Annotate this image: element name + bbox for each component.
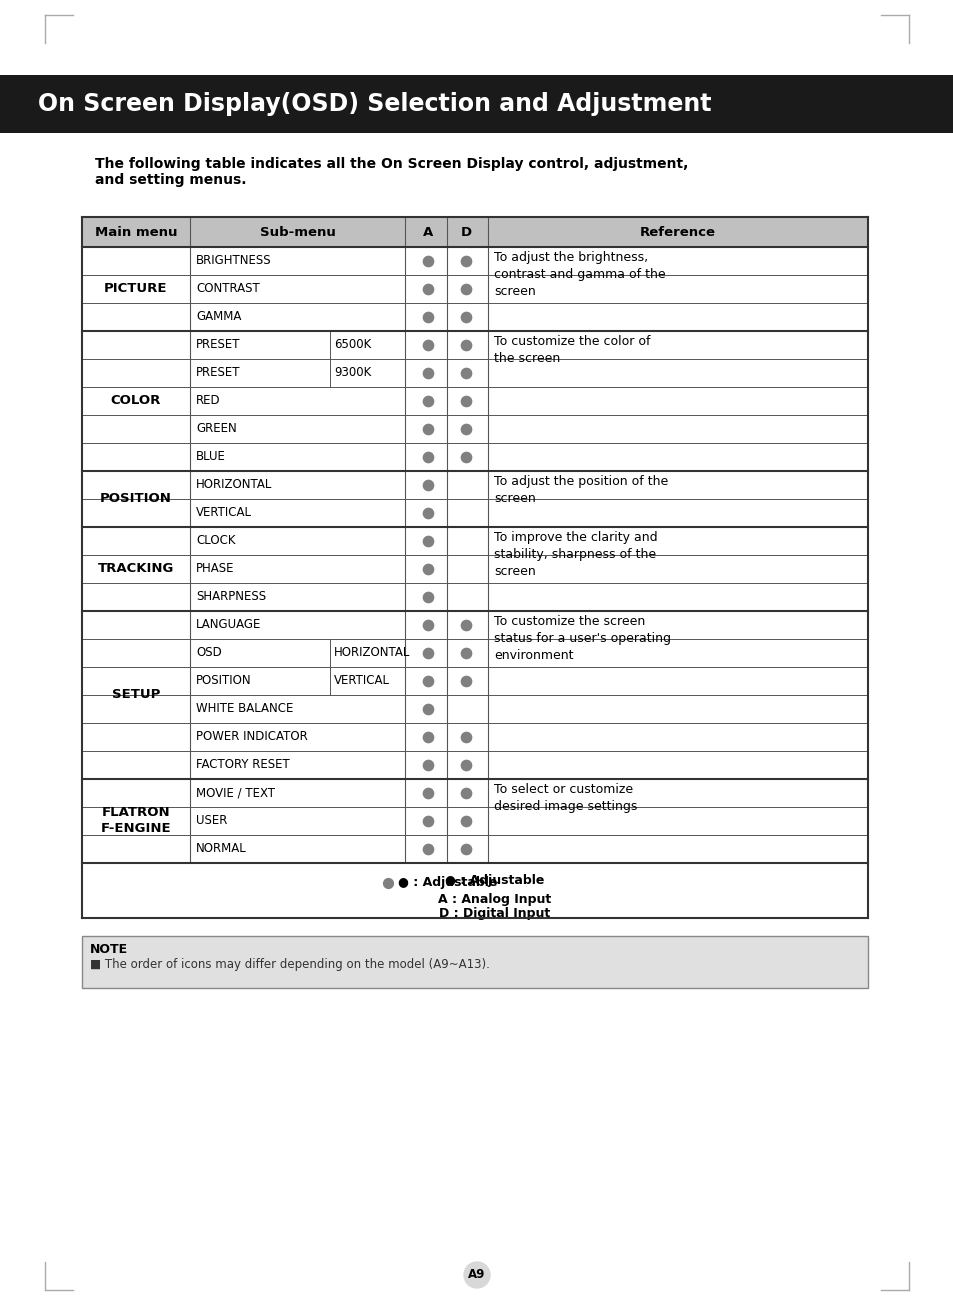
Text: FLATRON
F-ENGINE: FLATRON F-ENGINE xyxy=(101,806,172,835)
Point xyxy=(420,278,436,299)
Text: Sub-menu: Sub-menu xyxy=(259,226,335,239)
Text: CLOCK: CLOCK xyxy=(195,535,235,548)
Point xyxy=(457,446,473,467)
Text: HORIZONTAL: HORIZONTAL xyxy=(334,646,410,659)
Point xyxy=(420,615,436,636)
Text: TRACKING: TRACKING xyxy=(98,562,174,576)
Circle shape xyxy=(463,1262,490,1288)
Text: GAMMA: GAMMA xyxy=(195,311,241,324)
Text: NOTE: NOTE xyxy=(90,944,128,957)
Point xyxy=(457,615,473,636)
Text: LANGUAGE: LANGUAGE xyxy=(195,619,261,632)
Point xyxy=(457,810,473,831)
Bar xyxy=(0,74,953,133)
Text: Main menu: Main menu xyxy=(94,226,177,239)
Text: A : Analog Input: A : Analog Input xyxy=(438,894,551,907)
Text: POWER INDICATOR: POWER INDICATOR xyxy=(195,731,308,744)
Text: GREEN: GREEN xyxy=(195,423,236,436)
Point xyxy=(420,727,436,748)
Text: CONTRAST: CONTRAST xyxy=(195,282,259,295)
Point xyxy=(420,642,436,663)
Text: MOVIE / TEXT: MOVIE / TEXT xyxy=(195,787,274,800)
Text: To customize the screen
status for a user's operating
environment: To customize the screen status for a use… xyxy=(494,615,670,662)
Point xyxy=(457,783,473,804)
Text: BLUE: BLUE xyxy=(195,450,226,463)
Point xyxy=(420,671,436,692)
Text: Reference: Reference xyxy=(639,226,716,239)
Point xyxy=(420,531,436,552)
Point xyxy=(420,839,436,860)
Text: and setting menus.: and setting menus. xyxy=(95,174,246,187)
Bar xyxy=(82,936,867,988)
Point xyxy=(457,671,473,692)
Point xyxy=(457,419,473,440)
Text: BRIGHTNESS: BRIGHTNESS xyxy=(195,254,272,268)
Point xyxy=(457,839,473,860)
Text: PRESET: PRESET xyxy=(195,367,240,380)
Point xyxy=(457,334,473,355)
Point xyxy=(420,559,436,579)
Point xyxy=(420,363,436,384)
Text: To adjust the brightness,
contrast and gamma of the
screen: To adjust the brightness, contrast and g… xyxy=(494,251,665,298)
Text: A: A xyxy=(422,226,433,239)
Text: POSITION: POSITION xyxy=(195,675,252,688)
Point xyxy=(420,334,436,355)
Text: COLOR: COLOR xyxy=(111,394,161,407)
Point xyxy=(420,419,436,440)
Point xyxy=(380,872,395,893)
Text: The following table indicates all the On Screen Display control, adjustment,: The following table indicates all the On… xyxy=(95,157,688,171)
Point xyxy=(457,251,473,271)
Text: D: D xyxy=(460,226,471,239)
Text: To select or customize
desired image settings: To select or customize desired image set… xyxy=(494,783,637,813)
Point xyxy=(420,810,436,831)
Text: D : Digital Input: D : Digital Input xyxy=(439,907,550,920)
Text: 9300K: 9300K xyxy=(334,367,371,380)
Text: ● : Adjustable: ● : Adjustable xyxy=(397,876,497,889)
Point xyxy=(457,278,473,299)
Point xyxy=(420,754,436,775)
Bar xyxy=(82,217,867,247)
Point xyxy=(420,446,436,467)
Text: USER: USER xyxy=(195,814,227,827)
Point xyxy=(457,754,473,775)
Point xyxy=(420,502,436,523)
Point xyxy=(457,727,473,748)
Text: FACTORY RESET: FACTORY RESET xyxy=(195,758,290,771)
Point xyxy=(457,642,473,663)
Point xyxy=(420,783,436,804)
Text: 6500K: 6500K xyxy=(334,338,371,351)
Text: SHARPNESS: SHARPNESS xyxy=(195,590,266,603)
Text: OSD: OSD xyxy=(195,646,221,659)
Text: To customize the color of
the screen: To customize the color of the screen xyxy=(494,335,650,365)
Text: POSITION: POSITION xyxy=(100,492,172,505)
Text: NORMAL: NORMAL xyxy=(195,843,247,856)
Text: ● : Adjustable: ● : Adjustable xyxy=(445,874,544,887)
Text: PRESET: PRESET xyxy=(195,338,240,351)
Text: HORIZONTAL: HORIZONTAL xyxy=(195,479,273,492)
Point xyxy=(420,475,436,496)
Text: VERTICAL: VERTICAL xyxy=(195,506,252,519)
Text: VERTICAL: VERTICAL xyxy=(334,675,390,688)
Text: WHITE BALANCE: WHITE BALANCE xyxy=(195,702,294,715)
Text: PICTURE: PICTURE xyxy=(104,282,168,295)
Point xyxy=(420,586,436,607)
Text: SETUP: SETUP xyxy=(112,689,160,702)
Point xyxy=(457,307,473,328)
Point xyxy=(420,390,436,411)
Point xyxy=(420,698,436,719)
Point xyxy=(420,251,436,271)
Text: On Screen Display(OSD) Selection and Adjustment: On Screen Display(OSD) Selection and Adj… xyxy=(38,91,711,116)
Text: To improve the clarity and
stability, sharpness of the
screen: To improve the clarity and stability, sh… xyxy=(494,531,657,578)
Text: PHASE: PHASE xyxy=(195,562,234,576)
Text: ■ The order of icons may differ depending on the model (A9~A13).: ■ The order of icons may differ dependin… xyxy=(90,958,489,971)
Point xyxy=(420,307,436,328)
Text: To adjust the position of the
screen: To adjust the position of the screen xyxy=(494,475,667,505)
Text: RED: RED xyxy=(195,394,220,407)
Text: A9: A9 xyxy=(468,1268,485,1282)
Point xyxy=(457,363,473,384)
Point xyxy=(457,390,473,411)
